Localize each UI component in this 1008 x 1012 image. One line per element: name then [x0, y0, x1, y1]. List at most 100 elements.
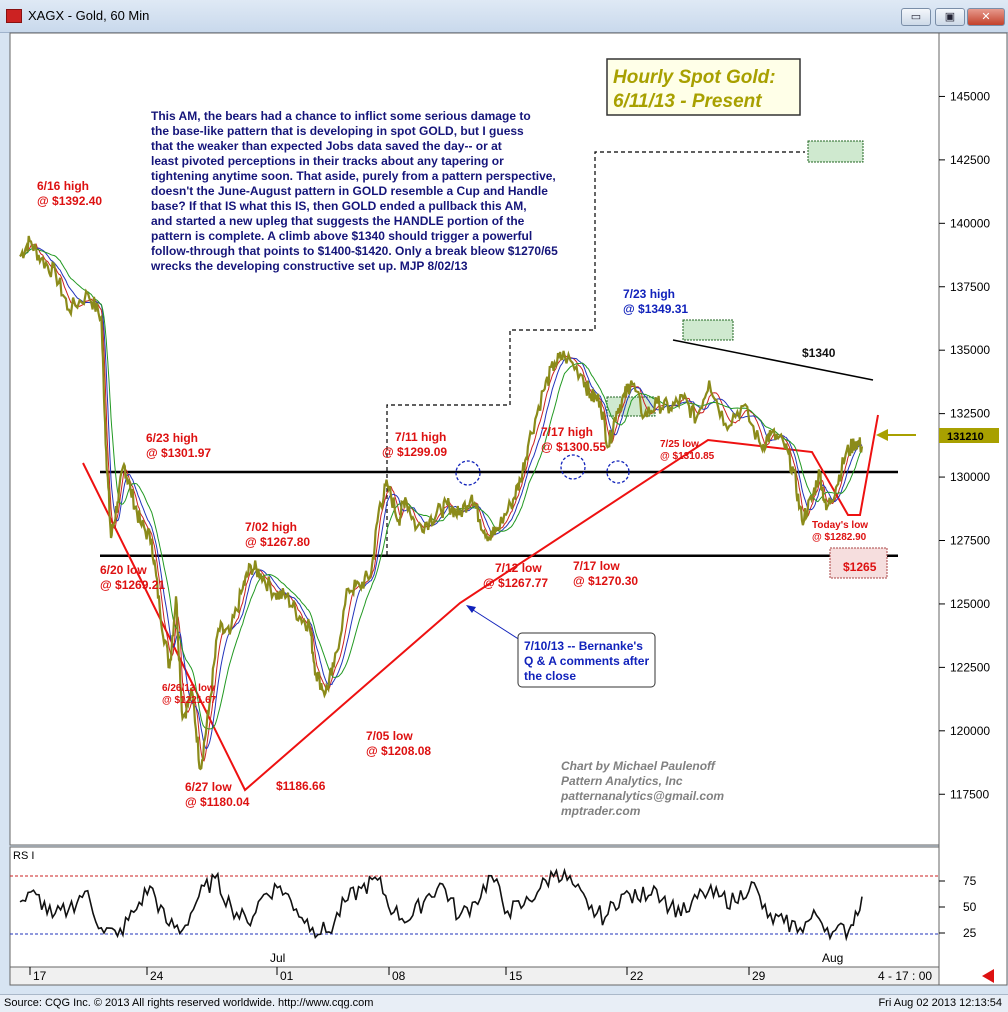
- y-tick-label: 130000: [950, 470, 990, 484]
- annotation-label: @ $1299.09: [382, 445, 447, 459]
- x-tick-label: 22: [630, 969, 644, 983]
- annotation-label: @ $1221.67: [162, 695, 217, 706]
- annotation-label: @ $1270.30: [573, 574, 638, 588]
- handle-downtrend-line: [672, 339, 874, 381]
- y-tick-label: 125000: [950, 597, 990, 611]
- commentary-line: This AM, the bears had a chance to infli…: [151, 109, 531, 123]
- annotation-label: 6/20 low: [100, 563, 147, 577]
- breakout-circle-2: [560, 454, 586, 480]
- rsi-panel: [9, 846, 940, 968]
- callout-box: [517, 632, 656, 688]
- x-tick-label: 24: [150, 969, 164, 983]
- annotation-label: 6/23 high: [146, 431, 198, 445]
- x-tick-label: Jul: [270, 951, 285, 965]
- annotation-label: 7/25 low: [660, 439, 699, 450]
- annotation-label: @ $1208.08: [366, 744, 431, 758]
- breakout-circle-1: [455, 460, 481, 486]
- y-tick-label: 122500: [950, 660, 990, 674]
- price-arrow-head: [876, 429, 888, 441]
- rsi-label: RS I: [13, 850, 34, 862]
- annotation-label: 7/23 high: [623, 287, 675, 301]
- y-tick-label: 140000: [950, 216, 990, 230]
- title-box: [606, 58, 801, 116]
- last-price-tag: [939, 428, 999, 443]
- rsi-line: [19, 867, 863, 942]
- annotation-label: 6/16 high: [37, 179, 89, 193]
- x-tick-label: 01: [280, 969, 294, 983]
- credit-line: mptrader.com: [561, 804, 641, 818]
- annotation-label: 7/11 high: [395, 430, 446, 444]
- title-bar: XAGX - Gold, 60 Min ▭ ▣ ✕: [0, 0, 1008, 33]
- support-resistance-lines: [100, 470, 898, 557]
- commentary: This AM, the bears had a chance to infli…: [150, 109, 558, 273]
- x-tick-label: 4 - 17 : 00: [878, 969, 932, 983]
- price-line: [19, 235, 864, 771]
- annotation-label: @ $1300.55: [541, 440, 606, 454]
- chart-subtitle: 6/11/13 - Present: [613, 91, 762, 112]
- annotation-label: 7/17 high: [541, 425, 593, 439]
- credit-line: Pattern Analytics, Inc: [561, 774, 683, 788]
- annotation-label: @ $1180.04: [185, 795, 250, 809]
- annotation-label: 7/12 low: [495, 561, 542, 575]
- x-tick-label: 08: [392, 969, 406, 983]
- x-tick-label: 17: [33, 969, 47, 983]
- commentary-line: doesn't the June-August pattern in GOLD …: [151, 184, 548, 198]
- datetime-text: Fri Aug 02 2013 12:13:54: [878, 997, 1002, 1009]
- rsi-tick-label: 25: [963, 926, 977, 940]
- annotations: 6/16 high @ $1392.40 6/23 high @ $1301.9…: [37, 179, 877, 809]
- rsi-tick-label: 75: [963, 874, 977, 888]
- x-tick-label: 15: [509, 969, 523, 983]
- y-tick-label: 137500: [950, 280, 990, 294]
- annotation-label: $1186.66: [276, 779, 326, 793]
- commentary-line: base? If that IS what this IS, then GOLD…: [151, 199, 527, 213]
- annotation-label: 6/27 low: [185, 780, 232, 794]
- breakout-circle-3: [606, 460, 630, 484]
- y-tick-label: 132500: [950, 407, 990, 421]
- annotation-label: 7/02 high: [245, 520, 297, 534]
- projection-steps: [386, 151, 805, 555]
- callout-line: the close: [524, 669, 576, 683]
- commentary-line: follow-through that points to $1400-$142…: [151, 244, 558, 258]
- window-title: XAGX - Gold, 60 Min: [28, 8, 150, 23]
- callout-arrow: [469, 607, 521, 641]
- y-tick-label: 145000: [950, 89, 990, 103]
- commentary-line: the base-like pattern that is developing…: [151, 124, 524, 138]
- x-tick-label: Aug: [822, 951, 843, 965]
- last-price-label: 131210: [947, 431, 984, 443]
- callout-text: 7/10/13 -- Bernanke's Q & A comments aft…: [524, 639, 649, 683]
- annotation-label: @ $1269.21: [100, 578, 165, 592]
- credit-line: Chart by Michael Paulenoff: [561, 759, 716, 773]
- target-box-2: [682, 319, 734, 341]
- y-tick-label: 142500: [950, 153, 990, 167]
- price-series: [19, 235, 864, 771]
- annotation-label: 6/26/13 low: [162, 683, 215, 694]
- minimize-button[interactable]: ▭: [901, 8, 931, 26]
- maximize-button[interactable]: ▣: [935, 8, 965, 26]
- annotation-label: @ $1282.90: [812, 532, 867, 543]
- ma-mid-line: [19, 247, 863, 750]
- commentary-line: that the weaker than expected Jobs data …: [151, 139, 502, 153]
- rsi-series: [19, 867, 863, 942]
- scroll-left-icon[interactable]: [982, 969, 994, 983]
- annotation-label: @ $1267.77: [483, 576, 548, 590]
- status-bar: Source: CQG Inc. © 2013 All rights reser…: [0, 994, 1008, 1012]
- y-tick-label: 117500: [950, 787, 989, 801]
- x-axis-ticks: 17 24 Jul 01 08 15 22 29 Aug 4 - 17 : 00: [29, 951, 932, 983]
- y-tick-label: 135000: [950, 343, 990, 357]
- commentary-line: tightening anytime soon. That aside, pur…: [151, 169, 556, 183]
- x-tick-label: 29: [752, 969, 766, 983]
- annotation-label: $1265: [843, 560, 877, 574]
- commentary-line: and started a new upleg that suggests th…: [151, 214, 525, 228]
- commentary-line: wrecks the developing constructive set u…: [150, 259, 468, 273]
- annotation-label: @ $1301.97: [146, 446, 211, 460]
- y-tick-label: 127500: [950, 534, 990, 548]
- annotation-label: @ $1392.40: [37, 194, 102, 208]
- credit-line: patternanalytics@gmail.com: [560, 789, 724, 803]
- pattern-drawings: [10, 58, 999, 983]
- credits: Chart by Michael Paulenoff Pattern Analy…: [560, 759, 724, 818]
- close-button[interactable]: ✕: [967, 8, 1005, 26]
- commentary-line: pattern is complete. A climb above $1340…: [151, 229, 532, 243]
- annotation-label: @ $1349.31: [623, 302, 688, 316]
